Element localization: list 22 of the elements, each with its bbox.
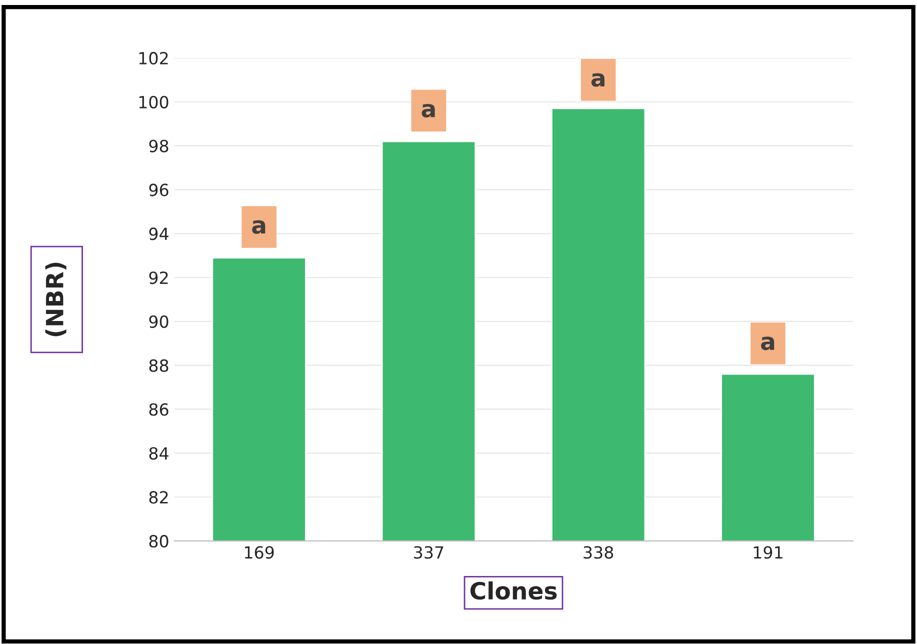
x-tick-label: 191	[754, 546, 782, 559]
x-axis-title: Clones	[470, 581, 557, 600]
y-tick-label: 96	[149, 184, 168, 196]
y-tick-label: 86	[149, 403, 168, 416]
annotation: a	[591, 73, 604, 87]
y-tick-label: 84	[149, 447, 168, 460]
y-tick-label: 94	[149, 228, 168, 240]
annotation: a	[252, 220, 266, 234]
x-tick-label: 338	[584, 546, 614, 559]
y-tick-label: 100	[139, 96, 168, 108]
y-tick-label: 88	[149, 359, 168, 372]
y-tick-label: 80	[149, 534, 168, 548]
annotation: a	[422, 104, 435, 118]
y-tick-label: 98	[149, 140, 168, 152]
y-axis-title: (NBR)	[45, 262, 66, 336]
y-tick-label: 102	[139, 52, 168, 65]
y-tick-label: 82	[149, 491, 168, 504]
x-tick-label: 337	[414, 546, 444, 559]
x-tick-label: 169	[244, 546, 274, 559]
y-tick-label: 92	[149, 271, 168, 284]
annotation: a	[761, 336, 774, 350]
y-tick-label: 90	[149, 315, 168, 328]
